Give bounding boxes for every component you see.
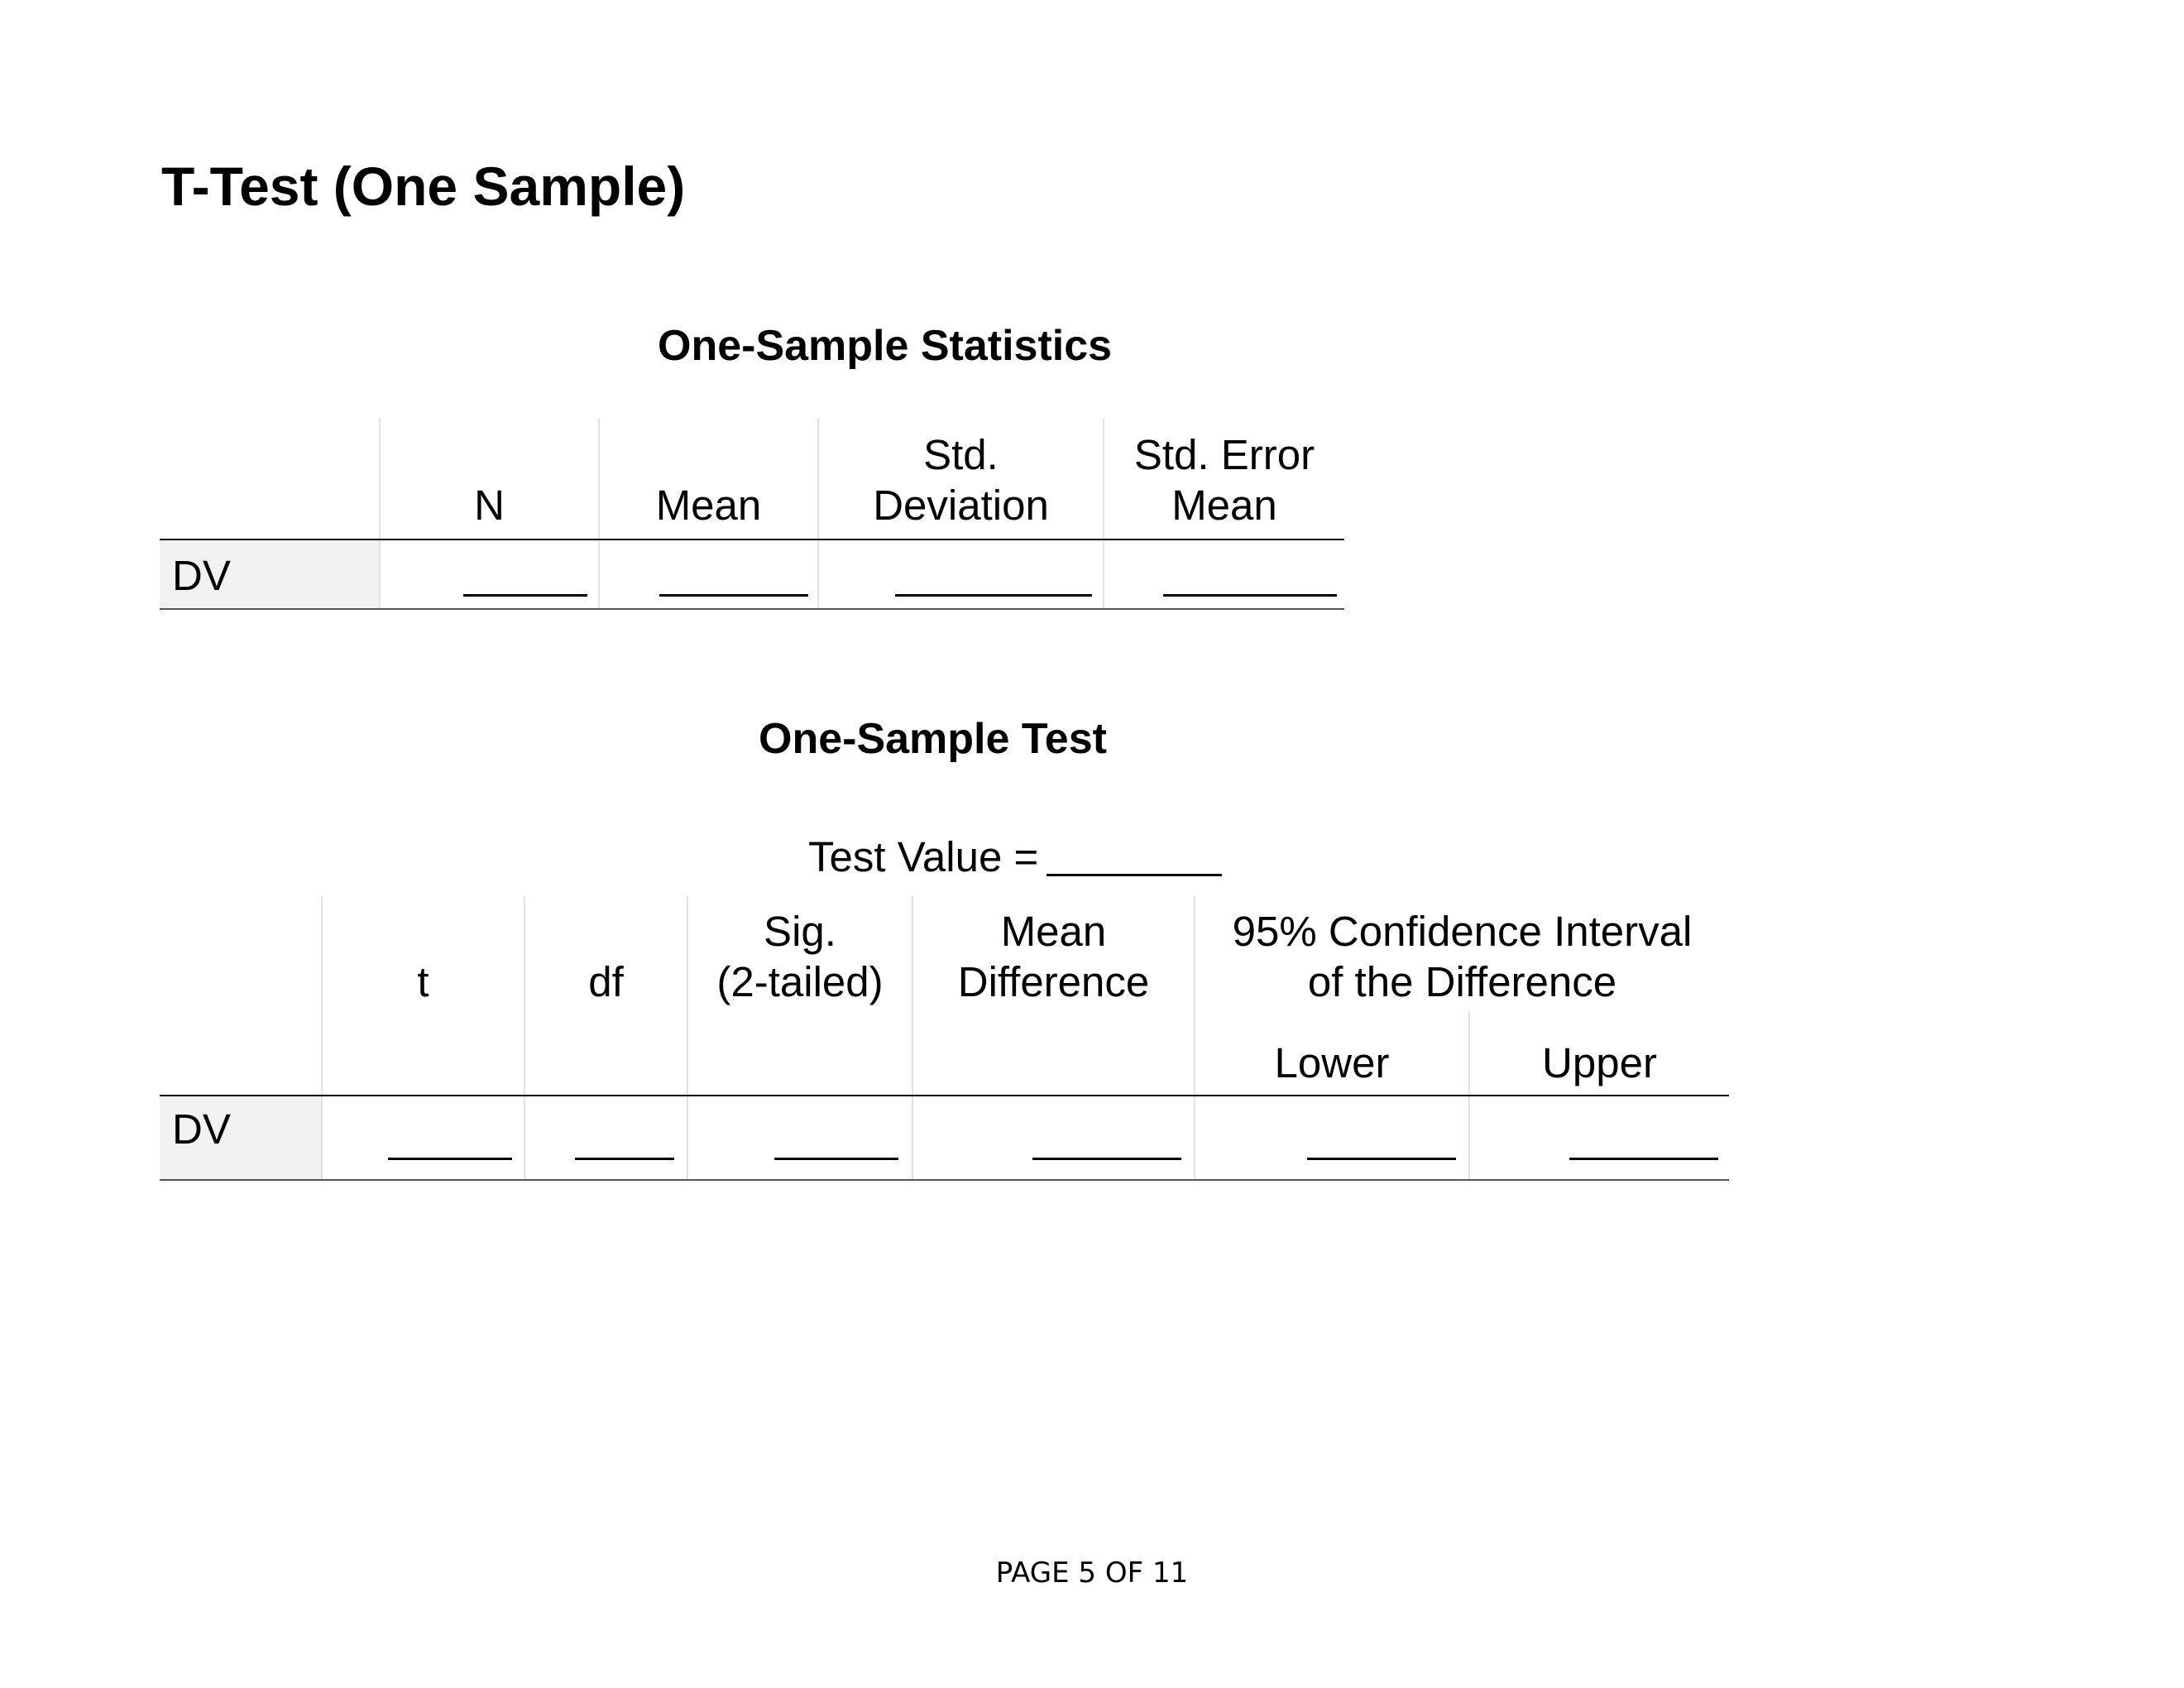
test-mean-difference-blank[interactable] [1032,1158,1181,1160]
statistics-column-divider [817,419,819,609]
statistics-mean-blank[interactable] [659,594,808,597]
test-column-divider [912,896,913,1180]
test-value-blank[interactable] [1046,874,1223,876]
test-df-blank[interactable] [575,1158,674,1160]
test-bottom-rule [160,1179,1729,1181]
statistics-row-label: DV [172,552,231,599]
test-header-df: df [588,958,624,1005]
test-header-t: t [417,958,429,1005]
test-column-divider [687,896,688,1180]
page-title: T-Test (One Sample) [161,156,686,217]
statistics-std-error-mean-blank[interactable] [1163,594,1337,597]
statistics-header-n: N [474,482,505,529]
test-header-upper: Upper [1542,1039,1657,1086]
test-value-row: Test Value = [808,833,1223,880]
statistics-column-divider [379,419,381,609]
test-column-divider [524,896,525,1180]
test-value-label: Test Value = [808,833,1039,880]
statistics-table-title: One-Sample Statistics [658,322,1113,370]
statistics-header-std-deviation: Std. Deviation [873,431,1049,529]
test-column-divider [321,896,323,1180]
statistics-bottom-rule [160,608,1344,610]
statistics-n-blank[interactable] [463,594,587,597]
statistics-column-divider [598,419,600,609]
statistics-row-label-cell [160,540,379,608]
test-t-blank[interactable] [388,1158,512,1160]
test-table-title: One-Sample Test [759,715,1107,763]
test-sig-blank[interactable] [774,1158,898,1160]
test-header-lower: Lower [1274,1039,1390,1086]
statistics-std-deviation-blank[interactable] [895,594,1092,597]
test-header-confidence-interval: 95% Confidence Interval of the Differenc… [1232,908,1693,1005]
statistics-header-rule [160,539,1344,540]
page-number: PAGE 5 OF 11 [995,1556,1189,1590]
test-row-label: DV [172,1105,231,1153]
statistics-header-mean: Mean [655,482,762,529]
test-lower-blank[interactable] [1307,1158,1456,1160]
statistics-header-std-error-mean: Std. Error Mean [1133,431,1315,529]
statistics-column-divider [1103,419,1104,609]
test-header-rule [160,1095,1729,1096]
test-column-divider [1194,896,1195,1180]
test-header-mean-difference: Mean Difference [957,908,1150,1005]
test-row-label-cell [160,1096,321,1179]
test-header-sig: Sig. (2-tailed) [716,908,884,1005]
test-upper-blank[interactable] [1569,1158,1718,1160]
